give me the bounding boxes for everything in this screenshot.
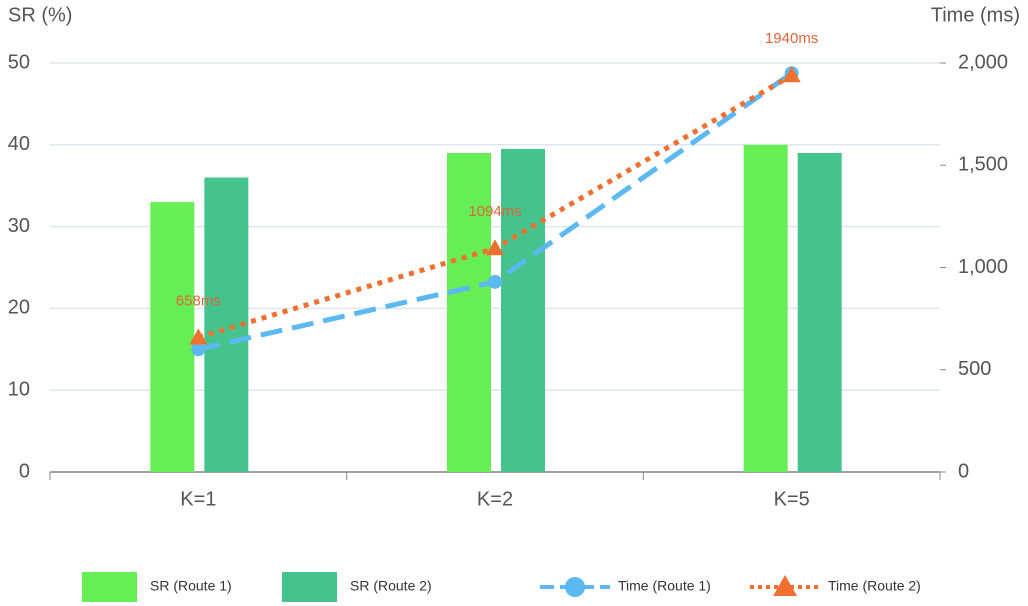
- y-tick-label: 50: [8, 51, 30, 73]
- bar: [150, 202, 195, 472]
- legend-swatch: [82, 572, 137, 602]
- y-tick-label: 20: [8, 297, 30, 319]
- legend-marker: [565, 577, 585, 597]
- legend-label: Time (Route 2): [828, 578, 921, 594]
- data-label: 1094ms: [468, 203, 521, 220]
- y2-tick-label: 2,000: [958, 51, 1008, 73]
- bar: [447, 152, 491, 473]
- y-tick-label: 30: [8, 215, 30, 237]
- x-tick-label: K=2: [477, 488, 513, 510]
- x-tick-label: K=1: [180, 488, 216, 510]
- legend-label: SR (Route 2): [350, 578, 432, 594]
- legend-label: Time (Route 1): [618, 578, 711, 594]
- data-label: 658ms: [176, 292, 221, 309]
- y2-tick-label: 1,000: [958, 256, 1008, 278]
- y2-tick-label: 500: [958, 358, 991, 380]
- legend-label: SR (Route 1): [150, 578, 232, 594]
- y2-tick-label: 0: [958, 460, 969, 482]
- y-tick-label: 10: [8, 378, 30, 400]
- y-tick-label: 40: [8, 133, 30, 155]
- bar: [797, 152, 842, 473]
- bar: [501, 148, 545, 472]
- x-tick-label: K=5: [774, 488, 810, 510]
- y-axis-title: SR (%): [8, 4, 72, 26]
- marker: [191, 342, 206, 357]
- y-tick-label: 0: [19, 460, 30, 482]
- legend-swatch: [282, 572, 337, 602]
- marker: [189, 328, 208, 345]
- data-label: 1940ms: [765, 30, 818, 47]
- legend-marker: [773, 575, 797, 596]
- marker: [782, 66, 801, 83]
- marker: [488, 274, 502, 289]
- y2-axis-title: Time (ms): [931, 4, 1020, 26]
- marker: [486, 239, 504, 256]
- bar: [743, 144, 788, 473]
- y2-tick-label: 1,500: [958, 154, 1008, 176]
